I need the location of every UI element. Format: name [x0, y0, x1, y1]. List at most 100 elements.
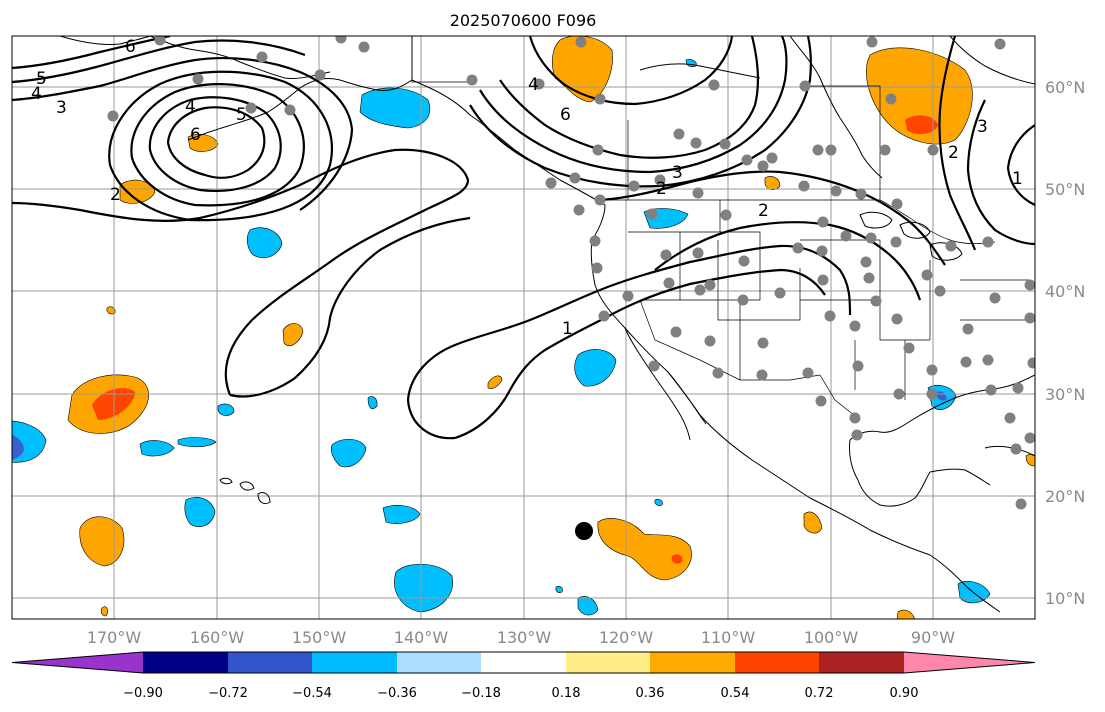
station-dot	[960, 356, 972, 368]
station-dot	[926, 388, 938, 400]
station-dot	[704, 279, 716, 291]
station-dot	[720, 209, 732, 221]
station-dot	[245, 102, 257, 114]
colorbar-segment	[312, 652, 397, 673]
station-dot	[885, 93, 897, 105]
station-dot	[284, 104, 296, 116]
station-dot	[1024, 432, 1035, 444]
station-dot	[1004, 412, 1016, 424]
contour-label: 5	[36, 69, 47, 89]
station-dot	[1027, 357, 1035, 369]
station-dot	[545, 177, 557, 189]
station-dot	[863, 272, 875, 284]
station-dot	[573, 204, 585, 216]
station-dot	[815, 395, 827, 407]
latitude-labels: 60°N 50°N 40°N 30°N 20°N 10°N	[1045, 78, 1085, 608]
station-dot	[825, 144, 837, 156]
lon-label: 90°W	[911, 628, 955, 647]
colorbar-segment	[228, 652, 312, 673]
lon-label: 150°W	[292, 628, 347, 647]
colorbar-tick-labels: −0.90 −0.72 −0.54 −0.36 −0.18 0.18 0.36 …	[123, 686, 918, 701]
station-dot	[816, 245, 828, 257]
station-dot	[741, 154, 753, 166]
map-title: 2025070600 F096	[450, 11, 597, 30]
station-dot	[849, 320, 861, 332]
contour-label: 6	[560, 105, 571, 125]
station-dot	[927, 144, 939, 156]
contour-label: 3	[672, 163, 683, 183]
colorbar-segment	[650, 652, 735, 673]
station-dot	[704, 335, 716, 347]
station-dot	[1015, 498, 1027, 510]
station-dot	[660, 249, 672, 261]
station-dot	[840, 230, 852, 242]
graticule	[12, 36, 1035, 619]
colorbar-tick: −0.36	[377, 686, 417, 701]
contour-label: 1	[1012, 169, 1023, 189]
station-dot	[690, 137, 702, 149]
lat-label: 40°N	[1045, 282, 1085, 301]
colorbar-tick: 0.72	[805, 686, 834, 701]
station-dot	[802, 367, 814, 379]
station-dot	[903, 342, 915, 354]
contour-label: 2	[656, 179, 667, 199]
lon-label: 160°W	[190, 628, 245, 647]
positive-anomaly-shading	[67, 36, 1035, 619]
contour-label: 2	[948, 143, 959, 163]
station-dot	[756, 369, 768, 381]
station-dot	[1024, 312, 1035, 324]
lat-label: 20°N	[1045, 487, 1085, 506]
station-dot	[592, 144, 604, 156]
station-dot	[860, 256, 872, 268]
station-dot	[598, 310, 610, 322]
station-dot	[738, 255, 750, 267]
colorbar-extend-high	[904, 652, 1035, 673]
colorbar-tick: −0.90	[123, 686, 163, 701]
colorbar-tick: −0.72	[208, 686, 248, 701]
height-contours	[12, 36, 1035, 440]
station-dot	[737, 294, 749, 306]
station-dot	[891, 313, 903, 325]
station-dot	[798, 180, 810, 192]
colorbar-outline	[11, 651, 1036, 674]
station-dot	[663, 277, 675, 289]
colorbar-segment	[566, 652, 650, 673]
station-dot	[192, 73, 204, 85]
station-dot	[830, 185, 842, 197]
station-dot	[569, 172, 581, 184]
station-dot	[594, 93, 606, 105]
station-dot	[962, 323, 974, 335]
colorbar-tick: 0.54	[721, 686, 750, 701]
station-dot	[866, 36, 878, 48]
station-dot	[934, 285, 946, 297]
station-dot	[774, 287, 786, 299]
station-dot	[1012, 382, 1024, 394]
station-dot	[107, 110, 119, 122]
station-dot	[766, 152, 778, 164]
station-dot	[982, 354, 994, 366]
station-dot	[890, 236, 902, 248]
colorbar-segment	[481, 652, 566, 673]
lon-label: 170°W	[87, 628, 142, 647]
station-dot	[817, 216, 829, 228]
station-dot	[792, 242, 804, 254]
station-dot	[670, 326, 682, 338]
station-dot	[591, 262, 603, 274]
contour-label: 1	[562, 319, 573, 339]
station-dot	[256, 51, 268, 63]
station-dot	[694, 284, 706, 296]
colorbar-segment	[143, 652, 228, 673]
contour-label: 3	[977, 117, 988, 137]
contour-label: 6	[190, 125, 201, 145]
lon-label: 120°W	[599, 628, 654, 647]
map-frame	[11, 35, 1036, 620]
station-dot	[982, 236, 994, 248]
station-dot	[575, 36, 587, 48]
station-dot	[673, 128, 685, 140]
contour-label: 5	[236, 105, 247, 125]
lon-label: 100°W	[804, 628, 859, 647]
contour-label: 2	[758, 201, 769, 221]
station-dot	[879, 144, 891, 156]
colorbar-segment	[397, 652, 481, 673]
